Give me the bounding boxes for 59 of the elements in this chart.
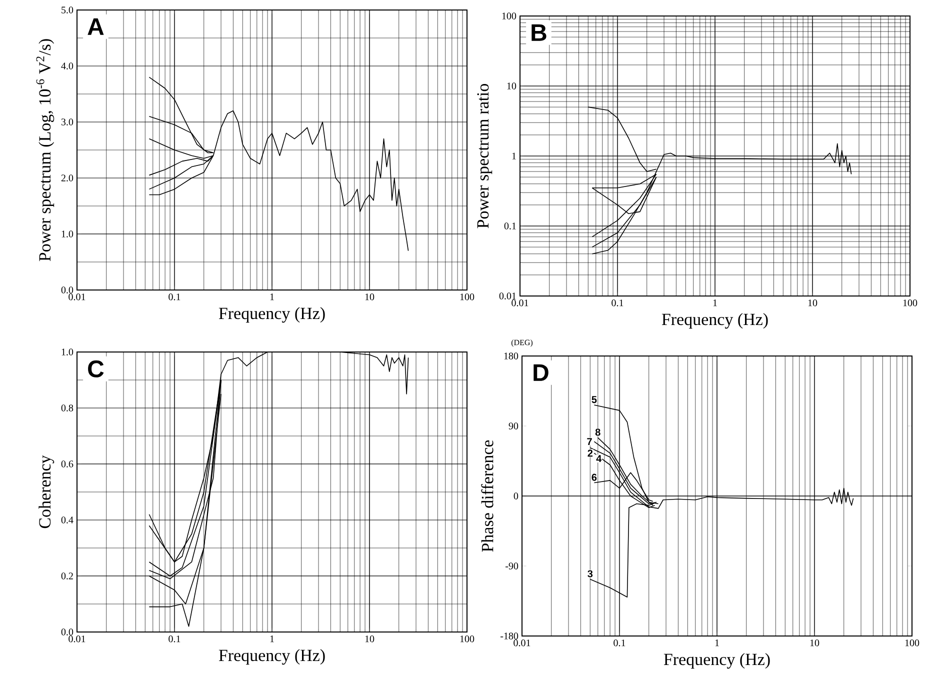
y-tick-label: -90	[506, 562, 518, 570]
x-tick-label: 0.1	[612, 300, 624, 306]
y-tick-label: 0.0	[61, 628, 74, 636]
x-tick-label: 0.1	[168, 636, 180, 642]
x-tick-label: 10	[810, 640, 820, 646]
y-tick-label: 3.0	[61, 118, 74, 126]
y-tick-label: 10	[507, 82, 516, 90]
x-tick-label: 100	[903, 300, 918, 306]
series-label: 5	[592, 396, 597, 404]
annotation: B	[532, 24, 546, 41]
y-tick-label: 0.8	[61, 404, 74, 412]
x-axis-title: Frequency (Hz)	[662, 313, 768, 329]
y-tick-label: 4.0	[61, 62, 74, 70]
y-tick-label: 1	[512, 152, 516, 160]
series-label: 2	[588, 450, 593, 457]
annotation: A	[88, 18, 104, 35]
x-tick-label: 10	[365, 636, 374, 642]
x-axis-title: Frequency (Hz)	[218, 307, 325, 323]
y-tick-label: 90	[508, 422, 518, 430]
x-tick-label: 100	[460, 636, 474, 642]
y-axis-title: Power spectrum ratio	[477, 84, 492, 228]
x-tick-label: 0.1	[614, 640, 626, 646]
y-axis-title: Phase difference	[481, 440, 494, 552]
y-tick-label: 0	[514, 492, 518, 500]
annotation: D	[534, 364, 548, 381]
y-tick-label: 0.4	[61, 516, 74, 524]
y-tick-label: 100	[502, 12, 516, 20]
x-tick-label: 100	[460, 294, 474, 300]
annotation: C	[88, 360, 104, 378]
series-label: 8	[595, 428, 600, 436]
x-axis-title: Frequency (Hz)	[664, 653, 770, 669]
x-tick-label: 10	[808, 300, 818, 306]
series-label: 4	[596, 455, 602, 462]
y-tick-label: 1.0	[62, 348, 74, 356]
series-label: 7	[587, 438, 592, 445]
y-tick-label: 5.0	[62, 6, 74, 14]
y-tick-label: -180	[500, 632, 518, 640]
y-tick-label: 180	[504, 352, 518, 360]
text: (DEG)	[511, 340, 533, 347]
x-tick-label: 0.1	[168, 294, 180, 300]
x-tick-label: 1	[715, 640, 719, 646]
y-tick-label: 0.0	[61, 286, 74, 294]
y-tick-label: 1.0	[62, 230, 74, 238]
x-tick-label: 0.01	[68, 294, 86, 300]
series-label: 6	[592, 474, 597, 481]
x-tick-label: 10	[365, 294, 374, 300]
x-tick-label: 1	[270, 294, 274, 300]
x-tick-label: 1	[713, 300, 717, 306]
series-label: 3	[588, 570, 593, 578]
x-axis-title: Frequency (Hz)	[218, 649, 325, 665]
x-tick-label: 100	[905, 640, 920, 646]
y-tick-label: 2.0	[61, 174, 74, 182]
y-tick-label: 0.1	[504, 222, 516, 230]
x-tick-label: 0.01	[68, 636, 86, 642]
y-tick-label: 0.6	[61, 460, 74, 468]
y-axis-title: Coherency	[38, 455, 54, 528]
x-tick-label: 1	[270, 636, 274, 642]
y-tick-label: 0.2	[61, 572, 73, 580]
y-axis-title: Power spectrum (Log, 10$^{-6}$ V$^{2}$/s)	[36, 39, 54, 262]
